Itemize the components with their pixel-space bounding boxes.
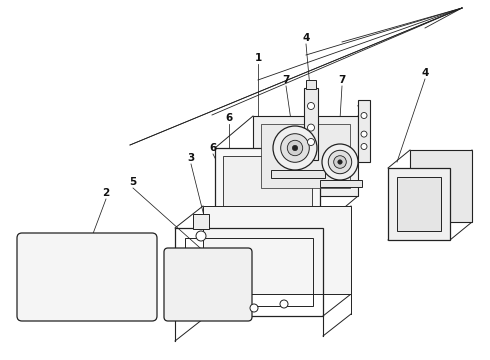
Bar: [410, 150, 472, 222]
Text: 4: 4: [421, 68, 429, 78]
Circle shape: [287, 140, 303, 156]
Bar: [203, 206, 351, 294]
Bar: [193, 214, 209, 229]
Bar: [175, 228, 323, 316]
Circle shape: [250, 304, 258, 312]
Circle shape: [361, 144, 367, 149]
Bar: [358, 100, 370, 162]
Bar: [320, 180, 362, 187]
Text: 5: 5: [129, 177, 137, 187]
Bar: [253, 116, 358, 196]
Text: 7: 7: [282, 75, 290, 85]
Circle shape: [308, 139, 315, 145]
Circle shape: [196, 231, 206, 241]
Bar: [271, 170, 325, 178]
Bar: [223, 156, 312, 220]
Circle shape: [361, 112, 367, 118]
Bar: [178, 266, 240, 309]
Circle shape: [322, 144, 358, 180]
Bar: [397, 177, 441, 231]
Text: 4: 4: [302, 33, 310, 43]
Bar: [42, 258, 137, 301]
FancyBboxPatch shape: [164, 248, 252, 321]
Circle shape: [334, 156, 346, 168]
Circle shape: [328, 150, 352, 174]
Text: 1: 1: [254, 53, 262, 63]
Circle shape: [338, 160, 342, 164]
Text: 3: 3: [187, 153, 195, 163]
FancyBboxPatch shape: [17, 233, 157, 321]
Circle shape: [361, 131, 367, 137]
Bar: [304, 88, 318, 160]
Bar: [185, 238, 313, 306]
Circle shape: [308, 124, 315, 131]
Bar: [215, 148, 320, 228]
Text: 7: 7: [338, 75, 345, 85]
Bar: [306, 80, 316, 89]
Circle shape: [308, 103, 315, 109]
Text: 2: 2: [102, 188, 110, 198]
Bar: [388, 168, 450, 240]
Circle shape: [293, 145, 297, 150]
Circle shape: [280, 300, 288, 308]
Bar: [261, 124, 350, 188]
Circle shape: [273, 126, 317, 170]
Text: 6: 6: [225, 113, 233, 123]
Text: 6: 6: [209, 143, 217, 153]
Circle shape: [281, 134, 309, 162]
